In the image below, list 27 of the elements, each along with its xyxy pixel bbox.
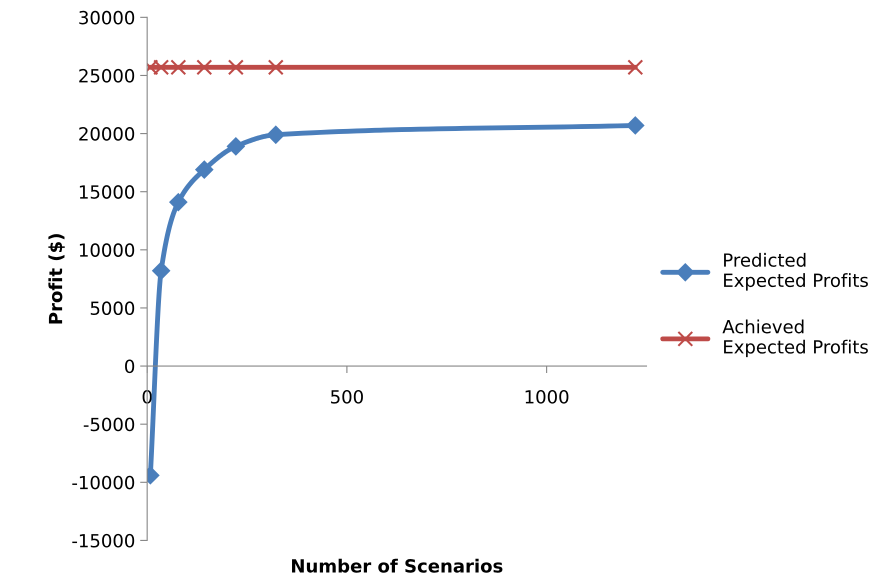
y-tick-label: 15000 — [80, 185, 134, 199]
x-tick-label: 0 — [142, 390, 152, 404]
x-tick-label: 1000 — [526, 390, 568, 404]
y-tick-label: -5000 — [84, 418, 134, 432]
y-tick-label: 10000 — [80, 243, 134, 257]
legend-label: Achieved Expected Profits — [722, 319, 868, 358]
y-tick-label: 0 — [125, 360, 134, 374]
y-axis-title: Profit ($) — [48, 234, 65, 324]
point — [626, 116, 644, 134]
point — [152, 262, 170, 280]
y-tick-label: 25000 — [79, 68, 134, 83]
point — [226, 137, 245, 156]
point — [268, 59, 284, 76]
y-tick-label: 30000 — [79, 10, 134, 24]
point — [196, 59, 212, 76]
point — [627, 59, 644, 76]
y-tick-label: -10000 — [72, 476, 134, 490]
legend-label: Predicted Expected Profits — [724, 252, 868, 291]
point — [169, 193, 188, 212]
point — [266, 126, 285, 144]
y-tick-label: 20000 — [79, 127, 134, 141]
x-axis-title: Number of Scenarios — [292, 558, 502, 573]
x-tick-label: 500 — [331, 390, 363, 404]
y-tick-label: -15000 — [72, 534, 134, 548]
point — [228, 59, 244, 76]
point — [195, 160, 214, 179]
y-tick-label: 5000 — [90, 301, 134, 316]
